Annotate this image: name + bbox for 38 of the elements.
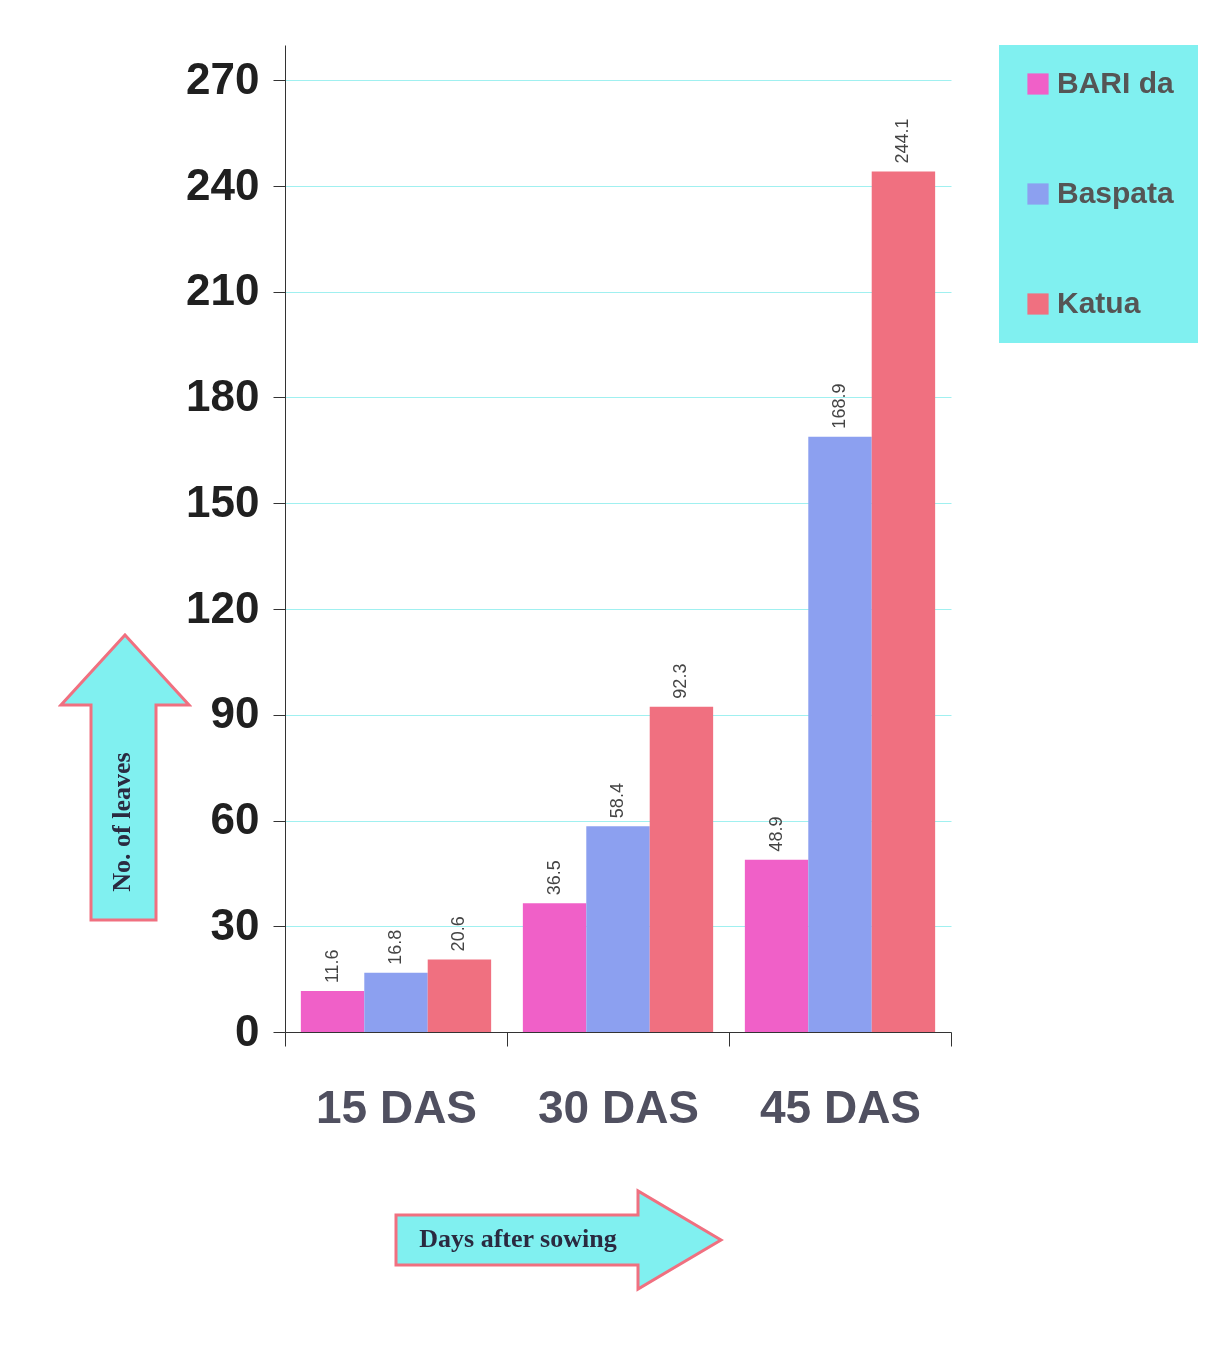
legend-label: BARI da bbox=[1057, 66, 1174, 99]
y-tick-label: 180 bbox=[186, 371, 260, 420]
bar bbox=[427, 959, 492, 1032]
data-label: 11.6 bbox=[321, 949, 342, 984]
x-tick-label: 15 DAS bbox=[315, 1080, 478, 1133]
arrow-icon: Days after sowing bbox=[393, 1188, 725, 1292]
data-label: 48.9 bbox=[765, 816, 786, 852]
x-tick-label: 30 DAS bbox=[537, 1080, 700, 1133]
data-label: 20.6 bbox=[448, 916, 469, 952]
y-tick-label: 60 bbox=[210, 794, 260, 843]
y-tick-label: 150 bbox=[186, 476, 260, 526]
y-tick-label: 120 bbox=[186, 582, 260, 632]
data-label: 168.9 bbox=[829, 383, 849, 429]
data-label: 58.4 bbox=[607, 783, 627, 819]
y-axis-title: No. of leaves bbox=[106, 752, 136, 892]
data-label: 16.8 bbox=[385, 929, 405, 965]
y-tick-label: 240 bbox=[186, 159, 260, 209]
bar bbox=[649, 706, 714, 1032]
data-label: 244.1 bbox=[892, 118, 913, 164]
y-tick-label: 0 bbox=[235, 1005, 260, 1055]
arrow-icon: No. of leaves bbox=[58, 632, 192, 924]
y-tick-label: 90 bbox=[210, 688, 260, 738]
data-label: 92.3 bbox=[670, 663, 691, 699]
bar bbox=[808, 436, 872, 1032]
legend-label: Baspata bbox=[1057, 176, 1175, 209]
y-tick-label: 270 bbox=[186, 53, 260, 103]
y-tick-label: 30 bbox=[210, 899, 260, 949]
bar bbox=[364, 972, 428, 1032]
x-axis-title: Days after sowing bbox=[419, 1223, 617, 1253]
data-label: 36.5 bbox=[543, 860, 564, 896]
bar bbox=[744, 859, 809, 1032]
legend-label: Katua bbox=[1057, 286, 1141, 319]
y-tick-label: 210 bbox=[186, 265, 260, 315]
bar bbox=[586, 826, 650, 1032]
bar bbox=[871, 171, 936, 1032]
bar bbox=[522, 903, 587, 1032]
x-tick-label: 45 DAS bbox=[759, 1080, 922, 1133]
bar bbox=[300, 991, 365, 1032]
